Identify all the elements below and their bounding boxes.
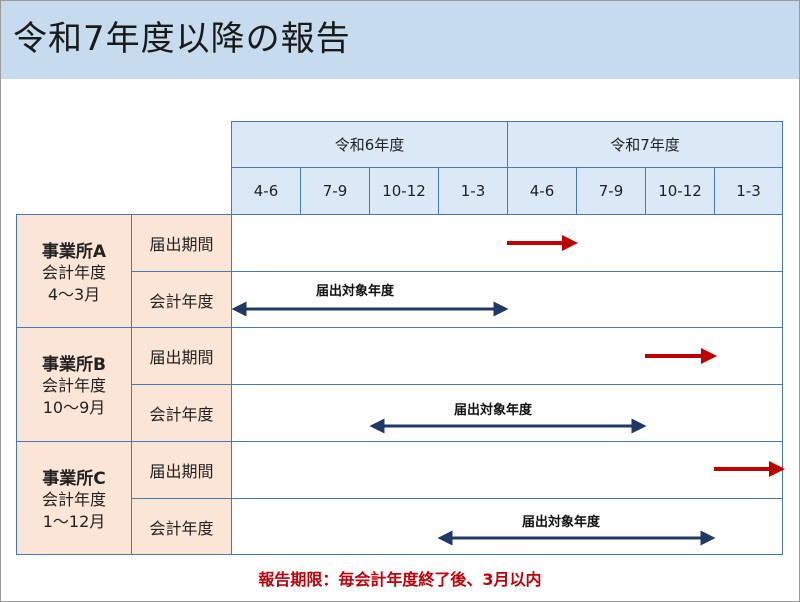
office-name: 事業所C — [42, 468, 106, 489]
target-year-label: 届出対象年度 — [454, 403, 533, 418]
office-name: 事業所B — [42, 355, 106, 375]
office-fiscal-range: 1～12月 — [42, 511, 106, 531]
quarter-header: 10-12 — [645, 167, 715, 215]
office-b-label: 事業所B 会計年度 10～9月 — [16, 327, 132, 442]
office-fiscal-title: 会計年度 — [41, 376, 106, 395]
office-a-label: 事業所A 会計年度 4～3月 — [16, 214, 132, 328]
office-fiscal-title: 会計年度 — [41, 489, 106, 509]
quarter-header: 1-3 — [714, 167, 783, 215]
deadline-note: 報告期限：毎会計年度終了後、3月以内 — [258, 570, 542, 589]
office-fiscal-range: 4～3月 — [47, 284, 101, 304]
target-year-label: 届出対象年度 — [316, 284, 395, 299]
target-year-label: 届出対象年度 — [522, 515, 601, 530]
fiscal-year-label: 会計年度 — [131, 384, 232, 442]
timeline-cell — [231, 271, 783, 328]
filing-period-label: 届出期間 — [131, 214, 232, 272]
title-bar: 令和7年度以降の報告 — [1, 1, 799, 79]
filing-period-label: 届出期間 — [131, 327, 232, 385]
filing-period-label: 届出期間 — [131, 441, 232, 499]
quarter-header: 10-12 — [369, 167, 439, 215]
office-name: 事業所A — [41, 241, 107, 262]
year-header-r7: 令和7年度 — [507, 121, 783, 168]
page-title: 令和7年度以降の報告 — [13, 19, 351, 59]
office-fiscal-title: 会計年度 — [41, 262, 106, 282]
office-fiscal-range: 10～9月 — [42, 398, 106, 417]
timeline-cell — [231, 498, 783, 555]
office-c-label: 事業所C 会計年度 1～12月 — [16, 441, 132, 555]
fiscal-year-label: 会計年度 — [131, 271, 232, 328]
quarter-header: 7-9 — [576, 167, 646, 215]
fiscal-year-label: 会計年度 — [131, 498, 232, 555]
